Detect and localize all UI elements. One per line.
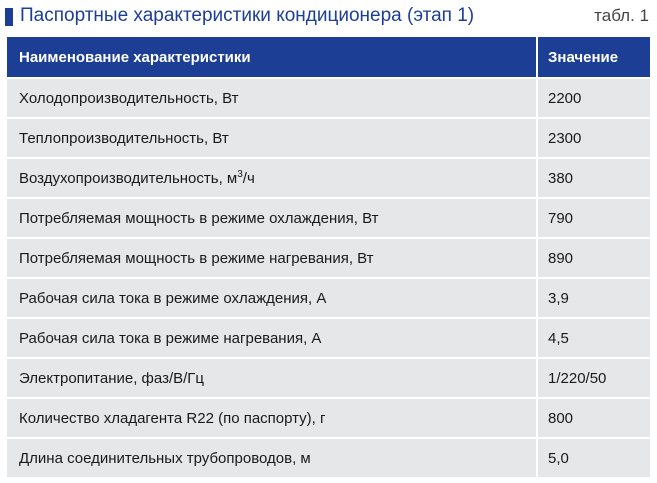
table-row: Холодопроизводительность, Вт 2200 xyxy=(7,78,650,119)
row-name: Электропитание, фаз/В/Гц xyxy=(7,358,537,399)
table-number: табл. 1 xyxy=(594,6,649,25)
table-title: Паспортные характеристики кондиционера (… xyxy=(20,5,475,26)
table-header: Паспортные характеристики кондиционера (… xyxy=(0,0,657,34)
table-row: Потребляемая мощность в режиме охлаждени… xyxy=(7,198,650,239)
row-name: Рабочая сила тока в режиме охлаждения, А xyxy=(7,278,537,319)
table-row: Электропитание, фаз/В/Гц 1/220/50 xyxy=(7,358,650,399)
table-row: Рабочая сила тока в режиме охлаждения, А… xyxy=(7,278,650,319)
row-value: 800 xyxy=(536,398,650,439)
row-value: 890 xyxy=(536,238,650,279)
row-value: 380 xyxy=(536,158,650,199)
row-name-prefix: Воздухопроизводительность, м xyxy=(19,170,238,187)
row-value: 3,9 xyxy=(536,278,650,319)
row-name: Количество хладагента R22 (по паспорту),… xyxy=(7,398,537,439)
row-value: 4,5 xyxy=(536,318,650,359)
table-row: Теплопроизводительность, Вт 2300 xyxy=(7,118,650,159)
title-marker xyxy=(5,8,13,26)
table-row: Количество хладагента R22 (по паспорту),… xyxy=(7,398,650,439)
row-name: Потребляемая мощность в режиме охлаждени… xyxy=(7,198,537,239)
row-name: Потребляемая мощность в режиме нагревани… xyxy=(7,238,537,279)
row-name: Рабочая сила тока в режиме нагревания, А xyxy=(7,318,537,359)
row-name-suffix: /ч xyxy=(242,170,255,187)
row-value: 5,0 xyxy=(536,438,650,479)
row-name: Теплопроизводительность, Вт xyxy=(7,118,537,159)
row-name: Холодопроизводительность, Вт xyxy=(7,78,537,119)
row-name: Воздухопроизводительность, м3/ч xyxy=(7,158,537,199)
spec-table-container: Наименование характеристики Значение Хол… xyxy=(7,37,650,479)
table-row: Рабочая сила тока в режиме нагревания, А… xyxy=(7,318,650,359)
table-head-row: Наименование характеристики Значение xyxy=(7,37,650,79)
row-value: 2300 xyxy=(536,118,650,159)
row-value: 790 xyxy=(536,198,650,239)
table-row: Длина соединительных трубопроводов, м 5,… xyxy=(7,438,650,479)
row-value: 2200 xyxy=(536,78,650,119)
row-name: Длина соединительных трубопроводов, м xyxy=(7,438,537,479)
column-header-name: Наименование характеристики xyxy=(7,37,537,79)
row-name-superscript: 3 xyxy=(237,169,243,180)
row-value: 1/220/50 xyxy=(536,358,650,399)
column-header-value: Значение xyxy=(536,37,650,79)
table-row: Воздухопроизводительность, м3/ч 380 xyxy=(7,158,650,199)
table-row: Потребляемая мощность в режиме нагревани… xyxy=(7,238,650,279)
spec-table: Наименование характеристики Значение Хол… xyxy=(7,37,650,479)
